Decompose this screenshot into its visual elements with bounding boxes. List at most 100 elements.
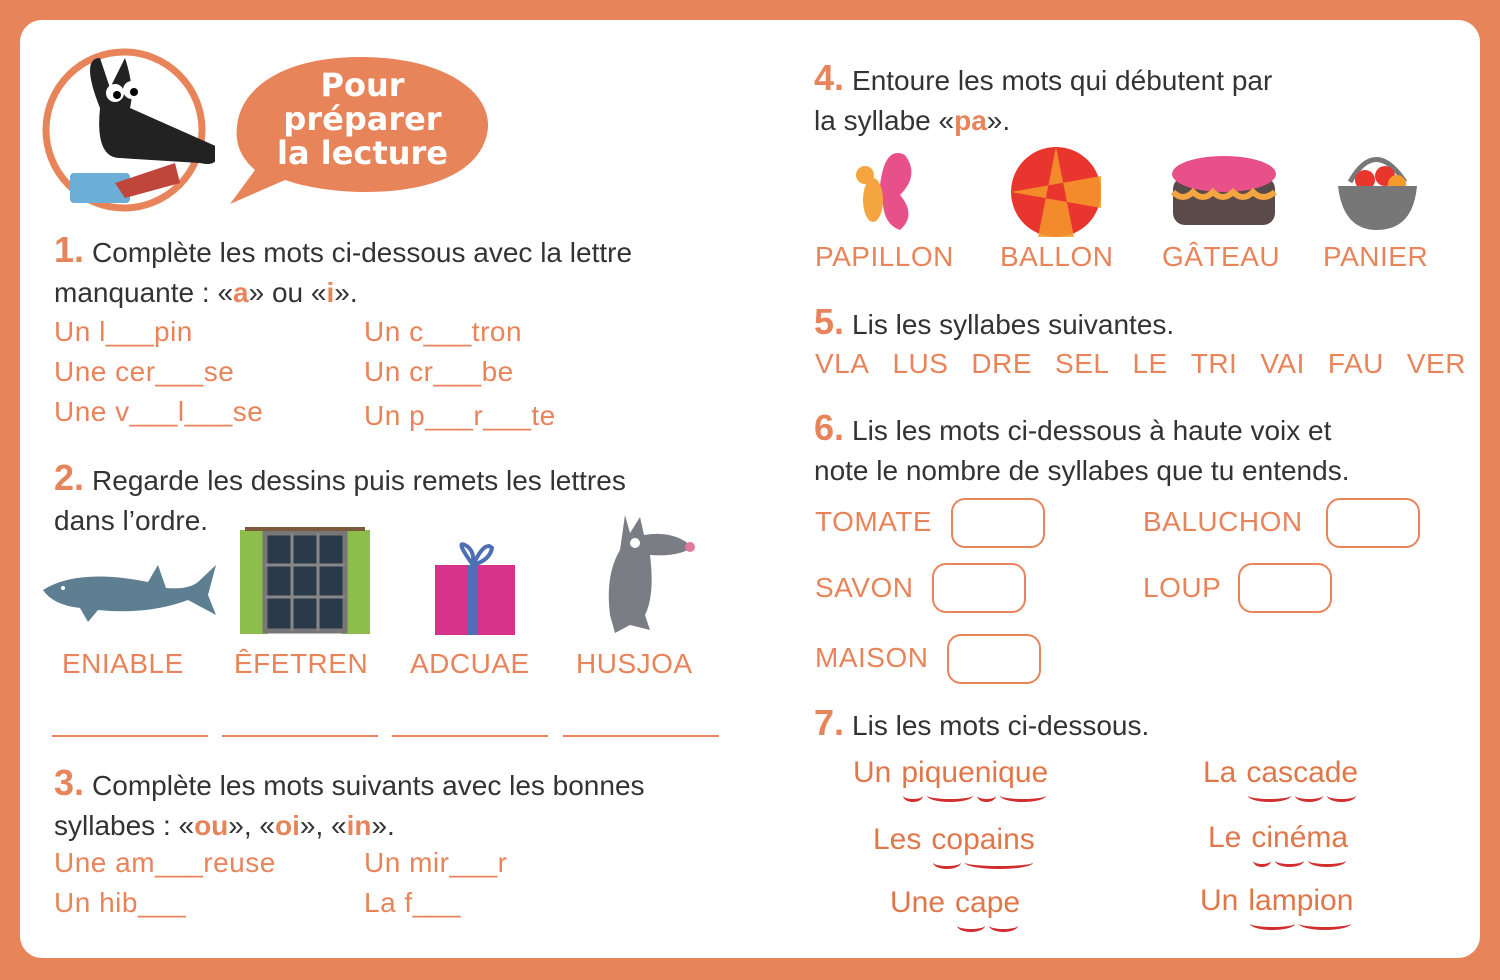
q1-text: ». <box>334 277 358 308</box>
q5-number: 5. <box>814 301 845 342</box>
syllable: DRE <box>971 348 1033 379</box>
fill-word[interactable]: Une cer___se <box>54 356 235 387</box>
syllable-word: La cascade <box>1203 756 1359 802</box>
fill-word[interactable]: Un p___r___te <box>364 400 556 431</box>
syllable: VAI <box>1260 348 1305 379</box>
q3-text: ». <box>371 810 395 841</box>
q1-option: a <box>233 277 249 308</box>
q1-text: Complète les mots ci-dessous avec la let… <box>92 237 633 268</box>
q4-text: la syllabe « <box>814 105 955 136</box>
syllable-word: Les copains <box>873 823 1035 869</box>
q6-text: note le nombre de syllabes que tu entend… <box>814 455 1350 486</box>
count-word: TOMATE <box>815 506 933 537</box>
wolf-reading-icon <box>42 48 215 212</box>
syllable-arc: ni <box>974 756 999 802</box>
syllable-arc: ci <box>1251 821 1274 867</box>
fill-word[interactable]: Un mir___r <box>364 847 508 878</box>
answer-line[interactable] <box>52 735 208 737</box>
wolf-icon <box>608 515 695 633</box>
fill-word[interactable]: La f___ <box>364 887 461 918</box>
gift-icon <box>435 542 515 635</box>
fill-word[interactable]: Un hib___ <box>54 887 187 918</box>
syllable-count-box[interactable] <box>1326 498 1420 548</box>
article: Une <box>890 886 946 919</box>
article: Un <box>1200 884 1239 917</box>
q7-number: 7. <box>814 702 845 743</box>
syllable-list: VLA LUS DRE SEL LE TRI VAI FAU VER <box>815 348 1466 380</box>
q3-instruction: 3. Complète les mots suivants avec les bo… <box>54 763 645 846</box>
syllable: LE <box>1132 348 1168 379</box>
q5-text: Lis les syllabes suivantes. <box>852 309 1175 340</box>
q3-text: Complète les mots suivants avec les bonn… <box>92 770 645 801</box>
syllable: FAU <box>1327 348 1384 379</box>
article: La <box>1203 756 1237 789</box>
q7-instruction: 7. Lis les mots ci-dessous. <box>814 703 1149 746</box>
word-option[interactable]: BALLON <box>1000 241 1114 272</box>
syllable: LUS <box>892 348 949 379</box>
q1-option: i <box>326 277 335 308</box>
syllable-arc: de <box>1324 756 1359 802</box>
syllable-arc: pains <box>963 823 1035 869</box>
fill-word[interactable]: Une am___reuse <box>54 847 276 878</box>
q3-text: syllabes : « <box>54 810 195 841</box>
q6-number: 6. <box>814 407 845 448</box>
syllable: VLA <box>815 348 870 379</box>
syllable-arc: que <box>998 756 1049 802</box>
q3-text: », « <box>228 810 275 841</box>
q2-text: Regarde les dessins puis remets les lett… <box>92 465 626 496</box>
article: Les <box>873 823 922 856</box>
q6-instruction: 6. Lis les mots ci-dessous à haute voix e… <box>814 408 1349 491</box>
word-option[interactable]: PAPILLON <box>815 241 954 272</box>
q4-instruction: 4. Entoure les mots qui débutent par la s… <box>814 58 1272 141</box>
syllable-arc: cas <box>1246 756 1294 802</box>
fill-word[interactable]: Un l___pin <box>54 316 193 347</box>
fill-word[interactable]: Un c___tron <box>364 316 523 347</box>
q1-number: 1. <box>54 229 85 270</box>
scrambled-word: ÊFETREN <box>234 648 369 679</box>
count-word: LOUP <box>1143 572 1222 603</box>
syllable-word: Une cape <box>890 886 1020 932</box>
window-icon <box>240 527 370 634</box>
count-word: SAVON <box>815 572 914 603</box>
syllable-word: Un lampion <box>1200 884 1353 930</box>
syllable: TRI <box>1190 348 1238 379</box>
badge-line: préparer <box>283 100 442 138</box>
syllable-arc: lam <box>1248 884 1297 930</box>
cake-icon <box>1170 156 1277 225</box>
scrambled-word: ENIABLE <box>62 648 184 679</box>
fill-word[interactable]: Une v___l___se <box>54 396 264 427</box>
q3-option: oi <box>275 810 300 841</box>
syllable-count-box[interactable] <box>951 498 1045 548</box>
q4-text: Entoure les mots qui débutent par <box>852 65 1273 96</box>
word-option[interactable]: GÂTEAU <box>1162 241 1281 272</box>
fill-word[interactable]: Un cr___be <box>364 356 514 387</box>
q4-text: ». <box>986 105 1011 136</box>
shark-icon <box>43 565 216 622</box>
basket-icon <box>1338 157 1417 230</box>
answer-line[interactable] <box>392 735 548 737</box>
badge-title: Pour préparer la lecture <box>270 68 455 170</box>
scrambled-word: ADCUAE <box>410 648 530 679</box>
answer-line[interactable] <box>222 735 378 737</box>
syllable-arc: ma <box>1306 821 1349 867</box>
answer-line[interactable] <box>563 735 719 737</box>
q7-text: Lis les mots ci-dessous. <box>852 710 1150 741</box>
syllable-count-box[interactable] <box>947 634 1041 684</box>
q3-text: », « <box>299 810 347 841</box>
syllable-word: Le cinéma <box>1208 821 1349 867</box>
q6-text: Lis les mots ci-dessous à haute voix et <box>852 415 1332 446</box>
badge-line: la lecture <box>277 134 448 172</box>
speech-bubble <box>230 57 489 204</box>
q3-option: ou <box>194 810 229 841</box>
syllable-arc: pi <box>901 756 925 802</box>
q3-number: 3. <box>54 762 85 803</box>
syllable-arc: que <box>924 756 975 802</box>
count-word: MAISON <box>815 642 929 673</box>
syllable-count-box[interactable] <box>932 563 1026 613</box>
count-word: BALUCHON <box>1143 506 1303 537</box>
syllable: SEL <box>1055 348 1110 379</box>
syllable-arc: ca <box>1293 756 1325 802</box>
word-option[interactable]: PANIER <box>1323 241 1429 272</box>
syllable-count-box[interactable] <box>1238 563 1332 613</box>
syllable-arc: co <box>931 823 964 869</box>
